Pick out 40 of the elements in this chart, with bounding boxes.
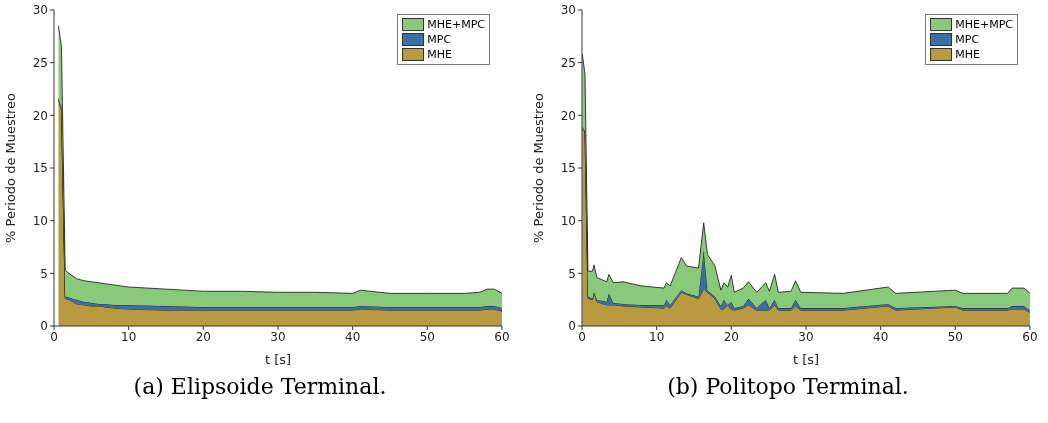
legend-label: MHE xyxy=(427,47,452,62)
y-tick-label: 15 xyxy=(560,161,576,176)
legend-label: MPC xyxy=(955,32,980,47)
y-tick-label: 25 xyxy=(560,55,576,70)
x-axis-title: t [s] xyxy=(264,352,292,367)
x-tick-label: 40 xyxy=(873,329,889,344)
x-tick-label: 10 xyxy=(121,329,137,344)
x-tick-label: 30 xyxy=(270,329,286,344)
y-tick-label: 10 xyxy=(560,213,576,228)
y-tick-label: 5 xyxy=(568,266,576,281)
text: (b) Politopo Terminal. xyxy=(666,374,910,399)
y-axis-title: % Periodo de Muestreo xyxy=(2,93,18,243)
x-tick-label: 10 xyxy=(649,329,665,344)
x-tick-label: 60 xyxy=(1022,329,1038,344)
y-tick-label: 20 xyxy=(32,108,48,123)
legend-label: MHE+MPC xyxy=(427,17,485,32)
legend-label: MHE+MPC xyxy=(955,17,1013,32)
legend-label: MPC xyxy=(427,32,452,47)
x-tick-label: 60 xyxy=(494,329,510,344)
legend-label: MHE xyxy=(955,47,980,62)
x-tick-label: 0 xyxy=(578,329,586,344)
y-axis-title: % Periodo de Muestreo xyxy=(530,93,546,243)
y-tick-label: 5 xyxy=(40,266,48,281)
y-tick-label: 15 xyxy=(32,161,48,176)
x-tick-label: 50 xyxy=(419,329,435,344)
x-tick-label: 30 xyxy=(798,329,814,344)
x-axis-title: t [s] xyxy=(792,352,820,367)
y-tick-label: 20 xyxy=(560,108,576,123)
y-tick-label: 0 xyxy=(568,319,576,334)
x-tick-label: 50 xyxy=(947,329,963,344)
x-tick-label: 20 xyxy=(195,329,211,344)
text: (a) Elipsoide Terminal. xyxy=(132,374,388,399)
y-tick-label: 25 xyxy=(32,55,48,70)
x-tick-label: 40 xyxy=(345,329,361,344)
x-tick-label: 20 xyxy=(723,329,739,344)
y-tick-label: 30 xyxy=(32,3,48,18)
y-tick-label: 10 xyxy=(32,213,48,228)
x-tick-label: 0 xyxy=(50,329,58,344)
y-tick-label: 30 xyxy=(560,3,576,18)
y-tick-label: 0 xyxy=(40,319,48,334)
